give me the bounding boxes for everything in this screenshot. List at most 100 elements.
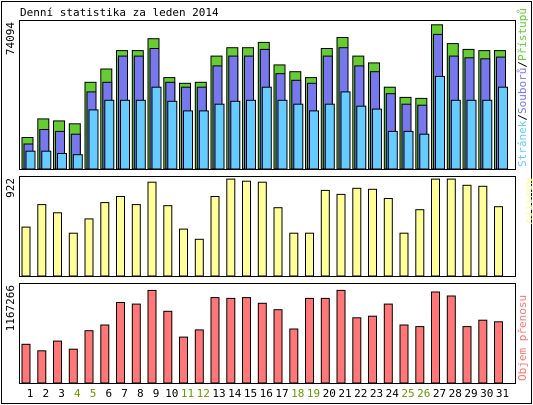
x-label-day-3: 3 [58, 387, 65, 400]
x-label-day-12: 12 [197, 387, 210, 400]
bar-visits-day-18 [289, 232, 299, 277]
bottom-panel-legend: Objem přenosu [516, 295, 529, 381]
bottom-panel-max-label: 1167266 [4, 285, 17, 331]
bar-pages-day-10 [167, 100, 178, 170]
bar-pages-day-16 [261, 86, 272, 170]
bar-pages-day-1 [25, 150, 36, 170]
bar-visits-day-17 [273, 207, 283, 277]
x-label-day-7: 7 [121, 387, 128, 400]
bar-visits-day-29 [462, 184, 472, 277]
bar-volume-day-4 [68, 348, 78, 384]
bar-pages-day-17 [277, 99, 288, 170]
bar-visits-day-19 [305, 232, 314, 277]
bar-volume-day-29 [462, 326, 472, 384]
bar-visits-day-28 [446, 178, 456, 277]
bar-volume-day-10 [163, 310, 173, 384]
x-label-day-27: 27 [433, 387, 446, 400]
bar-pages-day-25 [403, 130, 414, 170]
bar-visits-day-20 [320, 189, 330, 277]
bar-volume-day-25 [399, 324, 409, 384]
x-label-day-8: 8 [137, 387, 144, 400]
bar-pages-day-13 [214, 103, 225, 170]
bar-pages-day-24 [387, 130, 398, 170]
bar-volume-day-17 [273, 309, 283, 384]
legend-separator: / [516, 114, 529, 121]
x-label-day-19: 19 [307, 387, 320, 400]
bar-volume-day-7 [116, 302, 125, 384]
bar-volume-day-22 [352, 317, 362, 384]
bar-volume-day-9 [147, 289, 157, 384]
bar-pages-day-30 [482, 99, 493, 170]
bar-visits-day-25 [399, 232, 409, 277]
bar-volume-day-5 [84, 330, 94, 384]
middle-panel-frame [19, 176, 516, 277]
x-label-day-28: 28 [449, 387, 462, 400]
bar-pages-day-26 [419, 133, 430, 170]
bar-pages-day-28 [450, 99, 461, 170]
bar-volume-day-23 [368, 315, 377, 384]
x-label-day-21: 21 [338, 387, 351, 400]
bar-volume-day-28 [446, 295, 456, 384]
bar-pages-day-18 [293, 103, 304, 170]
bar-visits-day-26 [415, 209, 425, 277]
chart-bars [21, 24, 508, 384]
bar-volume-day-13 [210, 297, 220, 384]
bar-visits-day-30 [478, 185, 488, 277]
bar-visits-day-6 [100, 202, 110, 277]
bar-pages-day-2 [41, 150, 52, 170]
bar-pages-day-31 [498, 86, 508, 170]
x-label-day-16: 16 [260, 387, 273, 400]
middle-panel-legend: Návštěv [523, 178, 533, 225]
bar-pages-day-12 [198, 110, 209, 170]
bar-volume-day-12 [194, 329, 204, 384]
x-label-day-25: 25 [401, 387, 414, 400]
bar-volume-day-6 [100, 324, 110, 384]
bar-visits-day-15 [242, 180, 251, 277]
legend-separator: / [516, 61, 529, 68]
bar-volume-day-11 [179, 336, 188, 384]
bar-visits-day-23 [368, 188, 377, 277]
bar-volume-day-20 [320, 297, 330, 384]
bar-visits-day-24 [383, 198, 393, 277]
x-label-day-31: 31 [496, 387, 509, 400]
bar-volume-day-2 [37, 350, 47, 384]
bar-volume-day-18 [289, 328, 299, 384]
bar-volume-day-14 [226, 297, 236, 384]
chart-title: Denní statistika za leden 2014 [20, 6, 219, 19]
bar-pages-day-14 [230, 100, 241, 170]
bar-visits-day-7 [116, 196, 125, 277]
bar-pages-day-6 [104, 99, 115, 170]
bar-pages-day-5 [88, 109, 99, 170]
x-label-day-15: 15 [244, 387, 257, 400]
x-label-day-22: 22 [354, 387, 367, 400]
x-label-day-4: 4 [74, 387, 81, 400]
bar-visits-day-1 [21, 226, 31, 277]
bar-volume-day-3 [53, 340, 62, 384]
bar-pages-day-9 [151, 86, 162, 170]
bar-visits-day-5 [84, 218, 94, 277]
bar-pages-day-29 [466, 99, 477, 170]
x-label-day-6: 6 [105, 387, 112, 400]
bar-visits-day-16 [257, 181, 267, 277]
bar-visits-day-2 [37, 204, 47, 277]
bar-pages-day-8 [135, 99, 146, 170]
bar-pages-day-19 [309, 110, 319, 170]
bottom-panel-frame [19, 283, 516, 384]
x-axis-labels: 1 2 3 4 5 6 7 8 9 10 11 12 13 14 15 16 17 18 19 20 21 22 23 24 2… [27, 387, 509, 400]
bar-visits-day-31 [494, 206, 503, 277]
bar-visits-day-14 [226, 178, 236, 277]
x-label-day-13: 13 [212, 387, 225, 400]
x-label-day-17: 17 [275, 387, 288, 400]
bar-visits-day-27 [431, 178, 440, 277]
x-label-day-18: 18 [291, 387, 304, 400]
bar-volume-day-30 [478, 319, 488, 384]
bar-pages-day-7 [120, 99, 130, 170]
bar-visits-day-13 [210, 196, 220, 277]
bar-pages-day-3 [57, 153, 67, 170]
x-label-day-1: 1 [27, 387, 34, 400]
bar-visits-day-12 [194, 238, 204, 277]
x-label-day-9: 9 [153, 387, 160, 400]
bar-volume-day-26 [415, 326, 425, 384]
x-label-day-20: 20 [323, 387, 336, 400]
